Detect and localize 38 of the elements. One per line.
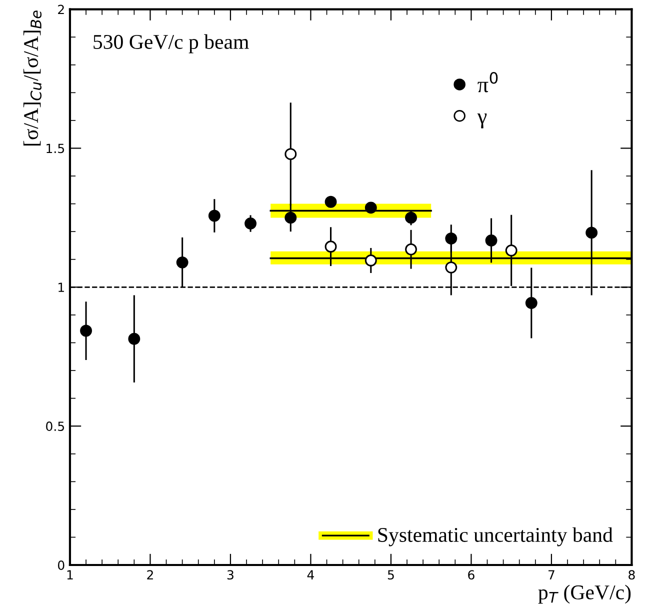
y-tick-label: 1.5 xyxy=(46,144,64,154)
x-tick-label: 7 xyxy=(548,570,554,580)
point xyxy=(445,261,458,274)
x-axis-title: p$_{T}$ (GeV/c) xyxy=(538,584,631,604)
point xyxy=(324,240,337,253)
y-tick-label: 2 xyxy=(58,4,64,14)
point xyxy=(405,243,417,256)
point xyxy=(208,210,220,222)
point xyxy=(244,218,256,230)
point xyxy=(364,254,377,266)
point xyxy=(324,196,337,208)
point xyxy=(525,297,538,309)
annotation: 530 GeV/c p beam xyxy=(94,34,249,54)
point xyxy=(405,212,417,224)
point xyxy=(176,256,188,268)
legend-label: Systematic uncertainty band xyxy=(378,527,613,546)
x-tick-label: 4 xyxy=(307,570,314,580)
x-tick-label: 5 xyxy=(388,570,394,580)
point xyxy=(364,202,377,214)
point xyxy=(485,234,498,246)
y-tick-label: 0 xyxy=(58,560,64,570)
point xyxy=(284,148,297,160)
point xyxy=(284,212,297,224)
point xyxy=(445,232,458,245)
x-tick-label: 6 xyxy=(468,570,474,580)
y-tick-label: 0.5 xyxy=(46,422,64,432)
point xyxy=(80,324,92,337)
legend-label: π$^{0}$ xyxy=(478,72,498,92)
point xyxy=(586,226,598,239)
point xyxy=(128,332,140,345)
point xyxy=(505,244,518,256)
y-axis-title: [σ/A]$_{Cu}$/[σ/A]$_{Be}$ xyxy=(23,10,42,146)
legend-label: γ xyxy=(477,113,487,128)
x-tick-label: 3 xyxy=(227,570,234,580)
x-tick-label: 1 xyxy=(67,570,73,580)
x-tick-label: 8 xyxy=(628,570,635,580)
x-tick-label: 2 xyxy=(147,570,153,580)
y-tick-label: 1 xyxy=(58,282,64,292)
